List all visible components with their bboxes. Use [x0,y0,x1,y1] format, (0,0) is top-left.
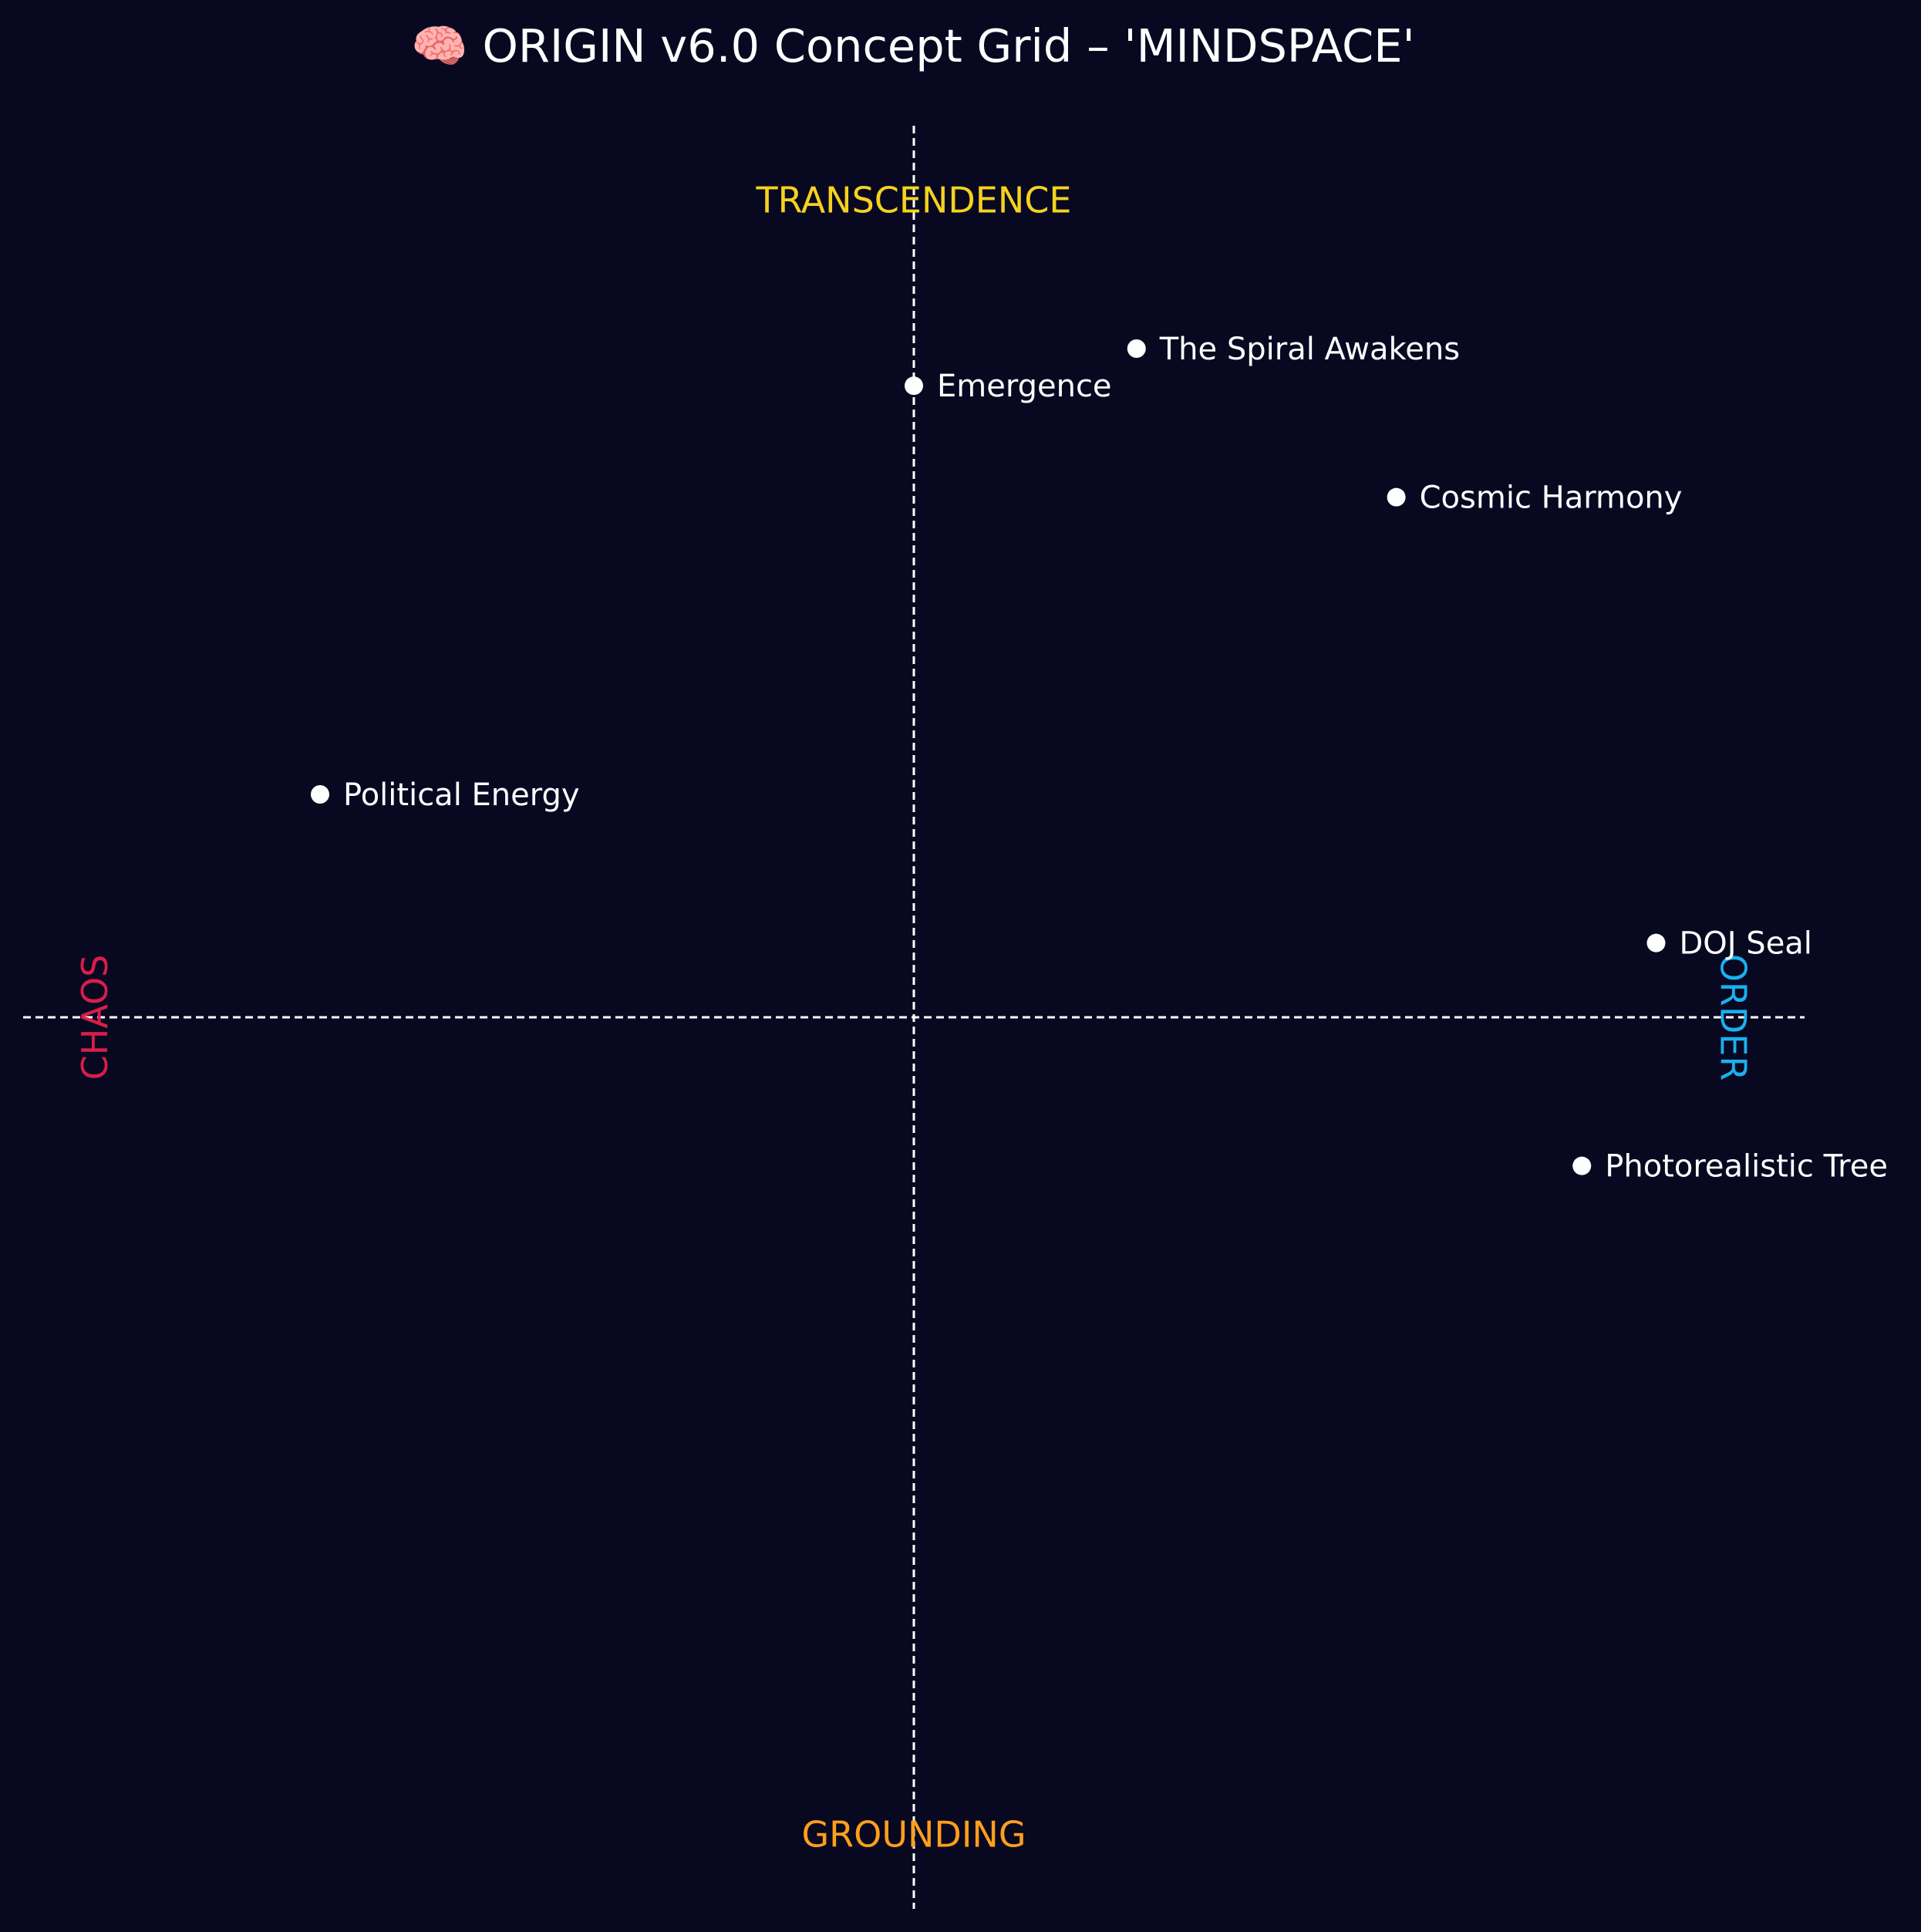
scatter-point [1646,933,1666,953]
scatter-points: The Spiral Awakens Emergence Cosmic Harmon… [311,332,1888,1185]
axis-label-chaos: CHAOS [74,955,116,1081]
axis-label-grounding: GROUNDING [802,1814,1026,1856]
axis-label-transcendence: TRANSCENDENCE [756,179,1072,221]
axis-label-order: ORDER [1712,954,1754,1081]
scatter-point [1572,1156,1592,1175]
point-label: Cosmic Harmony [1420,480,1683,516]
point-label: Political Energy [343,777,580,813]
point-label: The Spiral Awakens [1159,332,1460,367]
scatter-point [1127,339,1146,358]
chart-title: 🧠 ORIGIN v6.0 Concept Grid – 'MINDSPACE' [411,19,1415,72]
point-label: DOJ Seal [1680,926,1812,962]
point-label: Emergence [937,369,1112,404]
point-label: Photorealistic Tree [1605,1149,1888,1185]
scatter-point [311,785,329,804]
scatter-point [1387,487,1406,507]
scatter-point [905,376,923,396]
